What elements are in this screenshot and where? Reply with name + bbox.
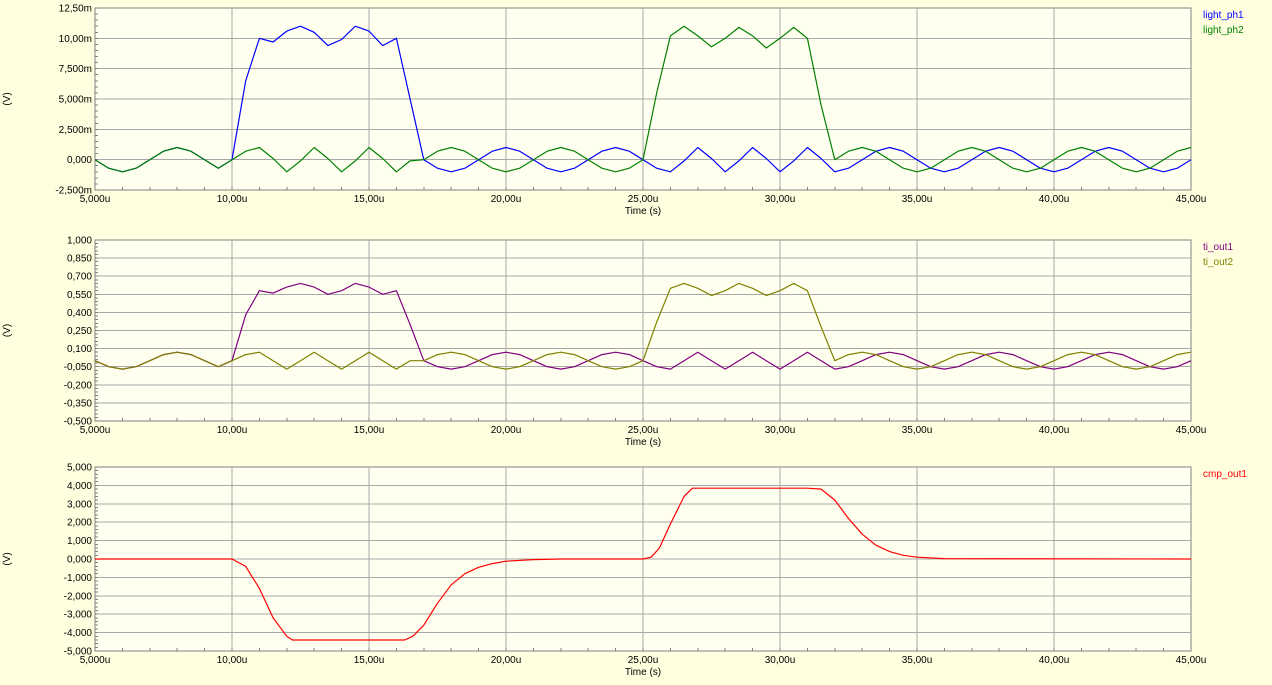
- y-tick-label: 7,500m: [59, 64, 92, 75]
- x-tick-label: 10,00u: [217, 425, 248, 436]
- y-tick-label: 12,50m: [59, 4, 92, 15]
- y-tick-label: 5,000m: [59, 95, 92, 106]
- x-tick-label: 15,00u: [354, 425, 385, 436]
- x-tick-label: 5,000u: [80, 194, 111, 205]
- x-tick-label: 25,00u: [628, 655, 659, 666]
- y-tick-label: 0,850: [67, 254, 92, 265]
- x-tick-label: 35,00u: [902, 425, 933, 436]
- x-tick-label: 5,000u: [80, 425, 111, 436]
- x-tick-label: 10,00u: [217, 194, 248, 205]
- series-line-ti_out2: [95, 282, 1191, 370]
- x-tick-label: 35,00u: [902, 194, 933, 205]
- x-tick-label: 40,00u: [1039, 425, 1070, 436]
- x-tick-label: 5,000u: [80, 655, 111, 666]
- series-line-cmp_out1: [95, 487, 1191, 641]
- y-axis-title: (V): [2, 324, 13, 337]
- x-tick-label: 40,00u: [1039, 655, 1070, 666]
- x-tick-label: 15,00u: [354, 655, 385, 666]
- x-tick-label: 30,00u: [765, 425, 796, 436]
- y-tick-label: -4,000: [64, 628, 93, 639]
- x-tick-label: 15,00u: [354, 194, 385, 205]
- y-tick-label: -1,000: [64, 573, 93, 584]
- y-tick-label: 0,700: [67, 272, 92, 283]
- legend-entry-cmp_out1: cmp_out1: [1203, 469, 1247, 480]
- chart-panel-3: 5,000u 10,00u 15,00u 20,00u 25,00u 30,00u 35,0…: [2, 463, 1247, 679]
- chart-panel-2: 5,000u 10,00u 15,00u 20,00u 25,00u 30,00u 35,0…: [2, 236, 1233, 449]
- x-tick-label: 20,00u: [491, 194, 522, 205]
- legend-entry-ti_out1: ti_out1: [1203, 242, 1233, 253]
- legend-entry-ti_out2: ti_out2: [1203, 257, 1233, 268]
- y-tick-label: 2,000: [67, 518, 92, 529]
- x-axis-title: Time (s): [625, 437, 661, 448]
- x-tick-label: 20,00u: [491, 655, 522, 666]
- x-tick-label: 10,00u: [217, 655, 248, 666]
- x-tick-label: 30,00u: [765, 655, 796, 666]
- x-tick-label: 20,00u: [491, 425, 522, 436]
- y-tick-label: -2,500m: [55, 186, 92, 197]
- series-line-light_ph2: [95, 25, 1191, 173]
- x-tick-label: 35,00u: [902, 655, 933, 666]
- y-tick-label: 0,250: [67, 326, 92, 337]
- y-tick-label: 0,000: [67, 555, 92, 566]
- y-tick-label: 0,400: [67, 308, 92, 319]
- x-axis-title: Time (s): [625, 206, 661, 217]
- y-axis-title: (V): [2, 92, 13, 105]
- y-tick-label: -2,000: [64, 591, 93, 602]
- x-tick-label: 45,00u: [1176, 425, 1207, 436]
- y-tick-label: 0,000: [67, 155, 92, 166]
- x-tick-label: 25,00u: [628, 194, 659, 205]
- y-tick-label: 2,500m: [59, 125, 92, 136]
- legend-entry-light_ph2: light_ph2: [1203, 25, 1244, 36]
- x-tick-label: 30,00u: [765, 194, 796, 205]
- y-axis-title: (V): [2, 552, 13, 565]
- y-tick-label: 10,00m: [59, 34, 92, 45]
- y-tick-label: -0,500: [64, 417, 93, 428]
- chart-panel-1: 5,000u 10,00u 15,00u 20,00u 25,00u 30,00u 35,0…: [2, 4, 1244, 218]
- y-tick-label: 5,000: [67, 463, 92, 474]
- y-tick-label: -0,050: [64, 362, 93, 373]
- y-tick-label: -0,200: [64, 380, 93, 391]
- y-tick-label: 4,000: [67, 481, 92, 492]
- x-tick-label: 40,00u: [1039, 194, 1070, 205]
- y-tick-label: -3,000: [64, 610, 93, 621]
- y-tick-label: -0,350: [64, 398, 93, 409]
- y-tick-label: -5,000: [64, 647, 93, 658]
- y-tick-label: 3,000: [67, 499, 92, 510]
- x-tick-label: 45,00u: [1176, 194, 1207, 205]
- x-axis-title: Time (s): [625, 667, 661, 678]
- legend-entry-light_ph1: light_ph1: [1203, 10, 1244, 21]
- y-tick-label: 1,000: [67, 536, 92, 547]
- x-tick-label: 25,00u: [628, 425, 659, 436]
- y-tick-label: 0,100: [67, 344, 92, 355]
- x-tick-label: 45,00u: [1176, 655, 1207, 666]
- y-tick-label: 0,550: [67, 290, 92, 301]
- y-tick-label: 1,000: [67, 236, 92, 247]
